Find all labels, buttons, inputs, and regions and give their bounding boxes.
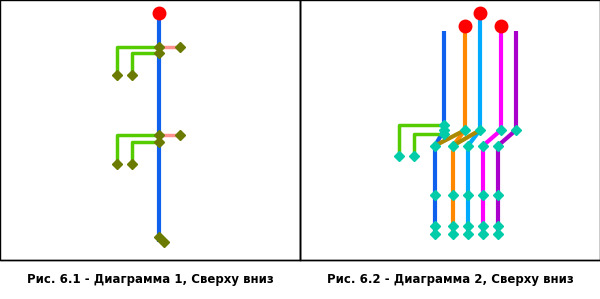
Bar (0, 0, 300, 260)
Text: Рис. 6.2 - Диаграмма 2, Сверху вниз: Рис. 6.2 - Диаграмма 2, Сверху вниз (326, 273, 574, 286)
Bar (300, 0, 600, 260)
Text: Рис. 6.1 - Диаграмма 1, Сверху вниз: Рис. 6.1 - Диаграмма 1, Сверху вниз (26, 273, 274, 286)
